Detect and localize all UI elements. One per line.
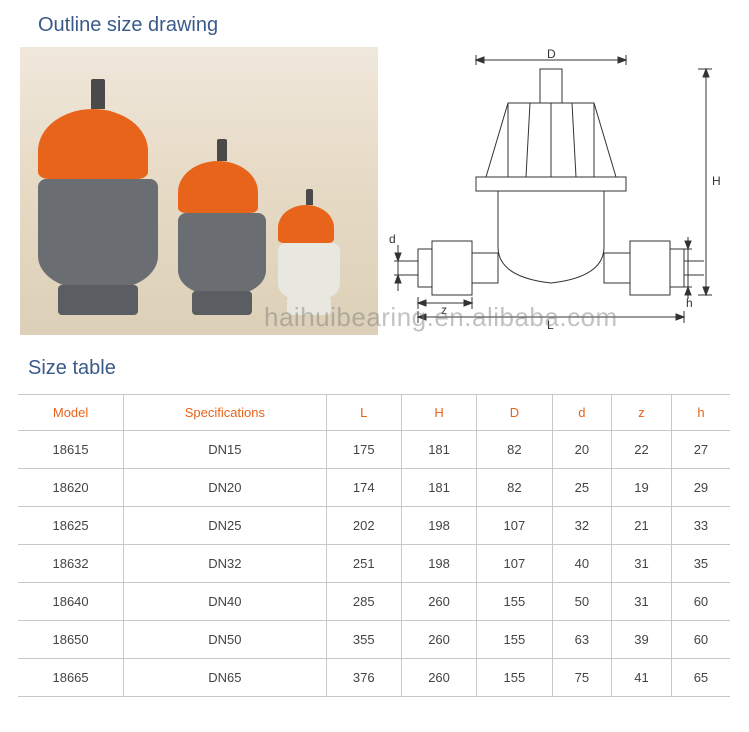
table-cell: 198 bbox=[401, 545, 476, 583]
outline-title: Outline size drawing bbox=[0, 0, 749, 47]
size-table-title: Size table bbox=[0, 335, 749, 394]
table-cell: 376 bbox=[326, 659, 401, 697]
product-photo bbox=[20, 47, 378, 335]
size-table: ModelSpecificationsLHDdzh 18615DN1517518… bbox=[18, 394, 730, 697]
table-cell: 32 bbox=[552, 507, 612, 545]
table-cell: 22 bbox=[612, 431, 672, 469]
table-cell: 251 bbox=[326, 545, 401, 583]
table-cell: 60 bbox=[671, 583, 730, 621]
table-cell: 82 bbox=[477, 431, 552, 469]
table-cell: 155 bbox=[477, 583, 552, 621]
col-l: L bbox=[326, 395, 401, 431]
table-row: 18650DN50355260155633960 bbox=[18, 621, 730, 659]
col-h: h bbox=[671, 395, 730, 431]
dim-D: D bbox=[547, 47, 556, 61]
table-cell: 18625 bbox=[18, 507, 124, 545]
table-cell: 41 bbox=[612, 659, 672, 697]
table-row: 18632DN32251198107403135 bbox=[18, 545, 730, 583]
table-cell: 198 bbox=[401, 507, 476, 545]
valve-large bbox=[38, 79, 158, 315]
table-row: 18665DN65376260155754165 bbox=[18, 659, 730, 697]
table-cell: 18640 bbox=[18, 583, 124, 621]
valve-medium bbox=[178, 139, 266, 315]
table-cell: 260 bbox=[401, 659, 476, 697]
dim-L: L bbox=[547, 318, 554, 332]
table-cell: 29 bbox=[671, 469, 730, 507]
table-cell: DN32 bbox=[124, 545, 326, 583]
table-cell: 27 bbox=[671, 431, 730, 469]
table-cell: DN40 bbox=[124, 583, 326, 621]
table-cell: 75 bbox=[552, 659, 612, 697]
table-cell: 31 bbox=[612, 583, 672, 621]
table-cell: 65 bbox=[671, 659, 730, 697]
table-cell: 18650 bbox=[18, 621, 124, 659]
table-cell: 19 bbox=[612, 469, 672, 507]
table-cell: 181 bbox=[401, 469, 476, 507]
table-cell: 107 bbox=[477, 507, 552, 545]
col-z: z bbox=[612, 395, 672, 431]
table-cell: 35 bbox=[671, 545, 730, 583]
table-cell: 20 bbox=[552, 431, 612, 469]
table-cell: 260 bbox=[401, 621, 476, 659]
table-cell: 50 bbox=[552, 583, 612, 621]
table-cell: 31 bbox=[612, 545, 672, 583]
table-cell: 18620 bbox=[18, 469, 124, 507]
table-cell: DN20 bbox=[124, 469, 326, 507]
table-cell: 175 bbox=[326, 431, 401, 469]
table-cell: 181 bbox=[401, 431, 476, 469]
col-d: d bbox=[552, 395, 612, 431]
table-cell: 60 bbox=[671, 621, 730, 659]
col-model: Model bbox=[18, 395, 124, 431]
table-row: 18615DN1517518182202227 bbox=[18, 431, 730, 469]
table-cell: 33 bbox=[671, 507, 730, 545]
table-cell: DN15 bbox=[124, 431, 326, 469]
table-cell: 82 bbox=[477, 469, 552, 507]
table-cell: DN50 bbox=[124, 621, 326, 659]
table-cell: DN65 bbox=[124, 659, 326, 697]
table-cell: 25 bbox=[552, 469, 612, 507]
table-cell: 260 bbox=[401, 583, 476, 621]
images-row: D H d h z L haihuibearing.en.alibaba.com bbox=[0, 47, 749, 335]
table-cell: 18665 bbox=[18, 659, 124, 697]
table-cell: 355 bbox=[326, 621, 401, 659]
table-cell: 18632 bbox=[18, 545, 124, 583]
table-cell: 155 bbox=[477, 659, 552, 697]
col-specifications: Specifications bbox=[124, 395, 326, 431]
table-cell: DN25 bbox=[124, 507, 326, 545]
table-row: 18625DN25202198107322133 bbox=[18, 507, 730, 545]
table-cell: 202 bbox=[326, 507, 401, 545]
table-cell: 155 bbox=[477, 621, 552, 659]
table-cell: 40 bbox=[552, 545, 612, 583]
dim-h: h bbox=[686, 296, 693, 310]
table-row: 18620DN2017418182251929 bbox=[18, 469, 730, 507]
col-d: D bbox=[477, 395, 552, 431]
dim-z: z bbox=[441, 303, 447, 317]
table-cell: 63 bbox=[552, 621, 612, 659]
table-cell: 285 bbox=[326, 583, 401, 621]
table-cell: 18615 bbox=[18, 431, 124, 469]
valve-small bbox=[278, 189, 340, 315]
table-cell: 174 bbox=[326, 469, 401, 507]
dim-H: H bbox=[712, 174, 721, 188]
table-cell: 39 bbox=[612, 621, 672, 659]
table-cell: 107 bbox=[477, 545, 552, 583]
dim-d: d bbox=[389, 232, 396, 246]
col-h: H bbox=[401, 395, 476, 431]
table-row: 18640DN40285260155503160 bbox=[18, 583, 730, 621]
table-cell: 21 bbox=[612, 507, 672, 545]
outline-diagram: D H d h z L bbox=[388, 47, 728, 335]
